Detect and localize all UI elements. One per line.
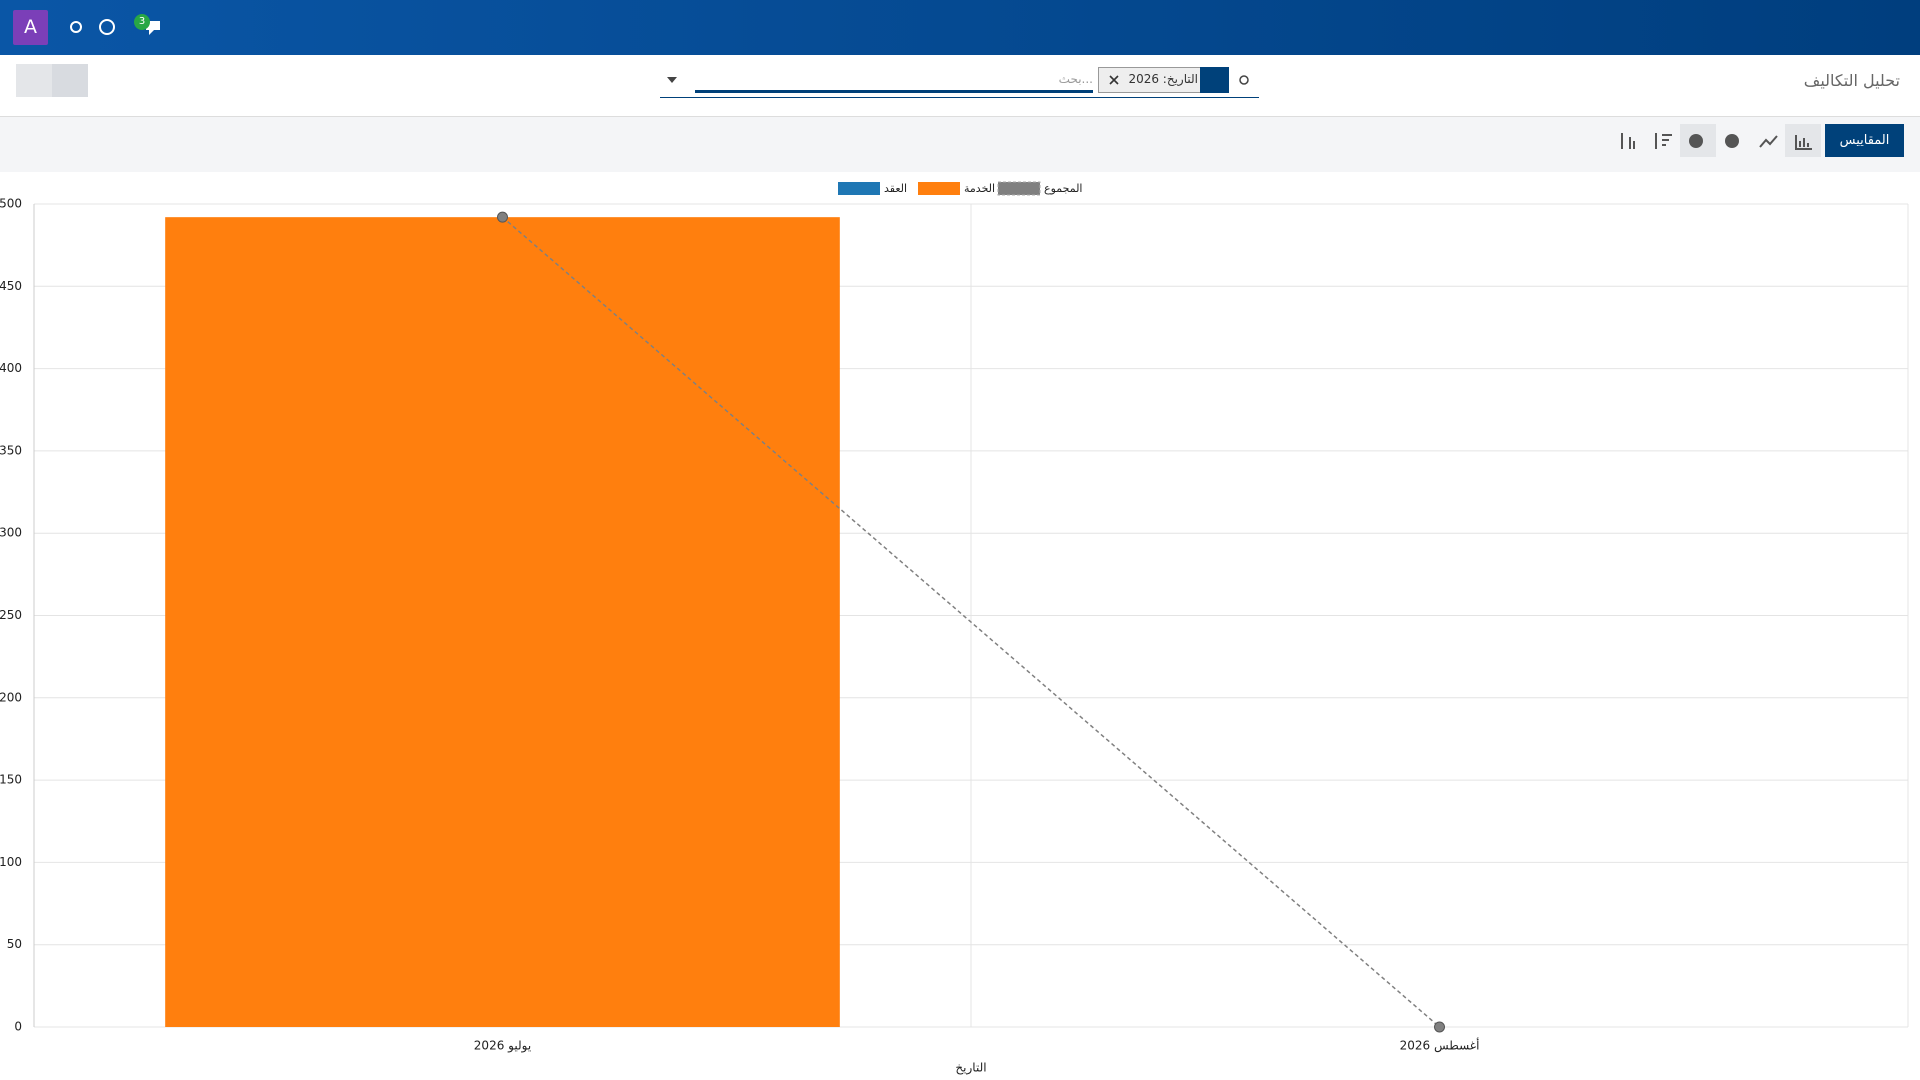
control-panel	[0, 55, 1920, 117]
pivot-view-button[interactable]	[16, 64, 52, 97]
x-axis-title: التاريخ	[955, 1061, 986, 1076]
sort-desc-icon[interactable]	[1655, 133, 1672, 149]
navbar: A 3	[0, 0, 1920, 55]
chart-toolbar	[0, 117, 1920, 172]
search-bar	[695, 90, 1093, 93]
avatar[interactable]: A	[13, 10, 48, 45]
search-underline	[660, 97, 1259, 98]
line-point	[497, 211, 508, 223]
sort-asc-icon[interactable]	[1621, 133, 1635, 149]
legend-swatch	[838, 182, 880, 195]
breadcrumb: تحليل التكاليف	[1803, 71, 1900, 90]
search-icons	[667, 75, 1249, 85]
y-tick-label: 450	[0, 279, 22, 293]
facet-remove[interactable]	[1108, 74, 1120, 86]
stack-icon	[1689, 134, 1703, 148]
bar-icon	[1795, 135, 1812, 150]
y-tick-label: 150	[0, 773, 22, 787]
y-tick-label: 50	[7, 937, 22, 951]
legend-label: الخدمة	[964, 182, 995, 195]
line-icon[interactable]	[1759, 135, 1778, 148]
search-icon[interactable]	[1239, 75, 1249, 85]
y-tick-label: 400	[0, 361, 22, 375]
chart: 0 50 100 150 200 250 300 350 400 450 500 يوليو 2026…	[0, 181, 1909, 1076]
x-tick-label: يوليو 2026	[474, 1039, 531, 1054]
nav-icons	[70, 19, 160, 35]
x-tick-label: أغسطس 2026	[1400, 1038, 1480, 1054]
badge: 3	[134, 14, 150, 30]
y-tick-label: 0	[14, 1020, 22, 1034]
facet-filter-icon	[1200, 67, 1229, 93]
legend-label: المجموع	[1044, 182, 1082, 195]
line-point	[1434, 1021, 1445, 1033]
bar	[165, 217, 840, 1028]
line	[502, 216, 1440, 1028]
y-tick-label: 250	[0, 608, 22, 622]
y-tick-label: 200	[0, 690, 22, 704]
y-tick-label: 350	[0, 443, 22, 457]
graph-view-button[interactable]	[52, 64, 88, 97]
y-tick-label: 300	[0, 526, 22, 540]
legend-swatch	[997, 181, 1041, 196]
dropdown-caret[interactable]	[667, 77, 677, 83]
legend-swatch	[918, 182, 960, 195]
pie-icon[interactable]	[1725, 134, 1739, 148]
y-tick-label: 100	[0, 855, 22, 869]
legend-label: العقد	[884, 182, 907, 195]
y-tick-label: 500	[0, 197, 22, 211]
measures-button[interactable]: المقاييس	[1825, 124, 1904, 157]
search-placeholder[interactable]: بحث...	[1058, 72, 1093, 86]
toolbar-icons	[1621, 133, 1812, 150]
clock-icon[interactable]	[99, 19, 115, 35]
facet-text: التاريخ: 2026	[1128, 72, 1198, 86]
settings-icon[interactable]	[70, 21, 82, 33]
